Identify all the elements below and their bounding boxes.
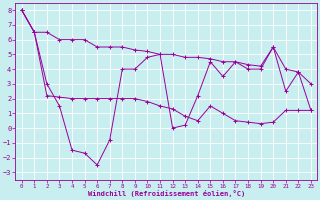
X-axis label: Windchill (Refroidissement éolien,°C): Windchill (Refroidissement éolien,°C)	[88, 190, 245, 197]
